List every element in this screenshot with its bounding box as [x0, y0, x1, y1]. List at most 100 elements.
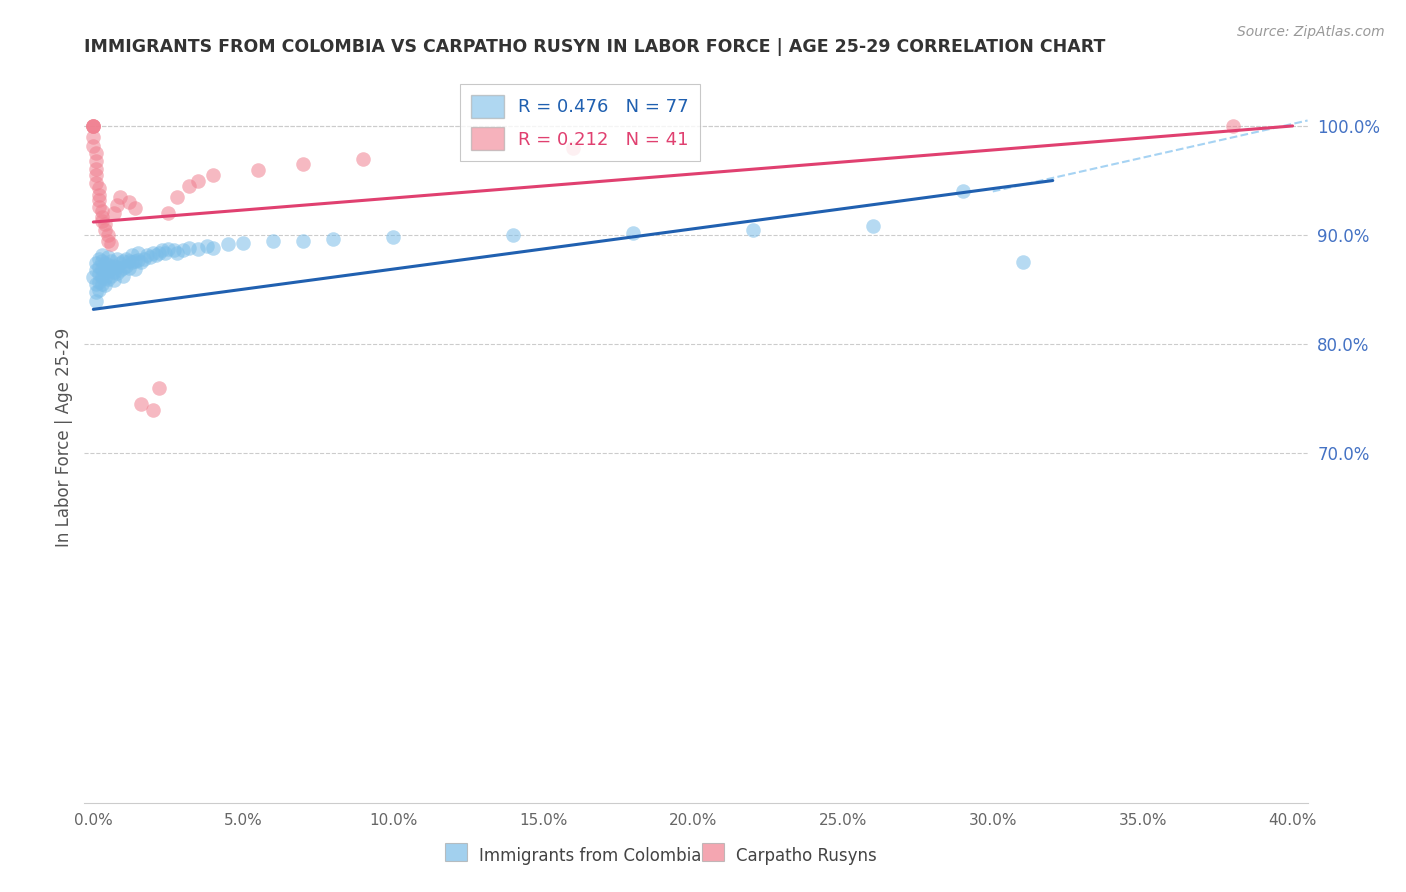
Point: [97, 228, 120, 243]
Bar: [702, 843, 724, 862]
Point: [862, 219, 884, 234]
Point: [100, 254, 122, 268]
Point: [247, 162, 270, 177]
Point: [91, 210, 114, 224]
Point: [82, 129, 104, 144]
Point: [91, 254, 114, 268]
Point: [172, 244, 194, 258]
Point: [232, 235, 254, 250]
Point: [89, 260, 111, 274]
Text: IMMIGRANTS FROM COLOMBIA VS CARPATHO RUSYN IN LABOR FORCE | AGE 25-29 CORRELATIO: IMMIGRANTS FROM COLOMBIA VS CARPATHO RUS…: [84, 38, 1105, 56]
Point: [94, 222, 117, 236]
Point: [97, 264, 120, 278]
Point: [382, 230, 405, 244]
Point: [105, 252, 128, 267]
Point: [166, 245, 188, 260]
Text: Immigrants from Colombia: Immigrants from Colombia: [479, 847, 702, 865]
Point: [112, 254, 135, 268]
Point: [322, 232, 344, 246]
Bar: [446, 843, 467, 862]
Point: [139, 250, 162, 264]
Point: [352, 152, 374, 166]
Point: [100, 236, 122, 251]
Point: [89, 193, 111, 207]
Point: [86, 153, 108, 168]
Point: [89, 187, 111, 202]
Point: [103, 273, 125, 287]
Point: [621, 226, 644, 240]
Point: [82, 119, 104, 133]
Point: [86, 168, 108, 182]
Point: [91, 214, 114, 228]
Point: [179, 179, 201, 194]
Point: [100, 260, 122, 275]
Point: [86, 263, 108, 277]
Point: [1222, 119, 1244, 133]
Point: [952, 185, 974, 199]
Point: [82, 119, 104, 133]
Point: [86, 161, 108, 176]
Point: [86, 256, 108, 270]
Point: [127, 253, 149, 268]
Point: [163, 244, 186, 258]
Point: [112, 268, 135, 283]
Point: [103, 259, 125, 273]
Legend: R = 0.476   N = 77, R = 0.212   N = 41: R = 0.476 N = 77, R = 0.212 N = 41: [460, 84, 700, 161]
Point: [82, 138, 104, 153]
Point: [82, 269, 104, 284]
Point: [89, 275, 111, 289]
Text: Carpatho Rusyns: Carpatho Rusyns: [737, 847, 877, 865]
Point: [103, 206, 125, 220]
Point: [262, 234, 284, 248]
Point: [124, 201, 146, 215]
Point: [145, 248, 167, 262]
Point: [105, 266, 128, 280]
Point: [89, 268, 111, 282]
Point: [100, 268, 122, 283]
Point: [82, 119, 104, 133]
Point: [105, 197, 128, 211]
Point: [86, 146, 108, 161]
Point: [202, 241, 225, 255]
Point: [94, 270, 117, 285]
Point: [195, 239, 218, 253]
Point: [124, 254, 146, 268]
Point: [89, 252, 111, 267]
Point: [97, 272, 120, 286]
Point: [97, 258, 120, 272]
Point: [115, 252, 138, 267]
Point: [86, 285, 108, 299]
Point: [94, 278, 117, 293]
Point: [105, 260, 128, 274]
Point: [112, 260, 135, 275]
Point: [97, 250, 120, 264]
Point: [148, 381, 170, 395]
Point: [91, 248, 114, 262]
Text: Source: ZipAtlas.com: Source: ZipAtlas.com: [1237, 25, 1385, 39]
Point: [562, 141, 585, 155]
Point: [89, 200, 111, 214]
Point: [89, 181, 111, 195]
Point: [86, 277, 108, 292]
Point: [148, 245, 170, 260]
Point: [121, 248, 143, 262]
Point: [91, 262, 114, 277]
Point: [166, 190, 188, 204]
Point: [157, 242, 180, 256]
Point: [118, 254, 141, 268]
Point: [91, 269, 114, 284]
Point: [110, 256, 132, 270]
Point: [124, 262, 146, 277]
Y-axis label: In Labor Force | Age 25-29: In Labor Force | Age 25-29: [55, 327, 73, 547]
Point: [142, 245, 165, 260]
Point: [86, 176, 108, 190]
Point: [115, 259, 138, 273]
Point: [131, 397, 153, 411]
Point: [187, 242, 209, 256]
Point: [179, 241, 201, 255]
Point: [97, 234, 120, 248]
Point: [118, 195, 141, 210]
Point: [110, 190, 132, 204]
Point: [292, 234, 315, 248]
Point: [502, 228, 524, 243]
